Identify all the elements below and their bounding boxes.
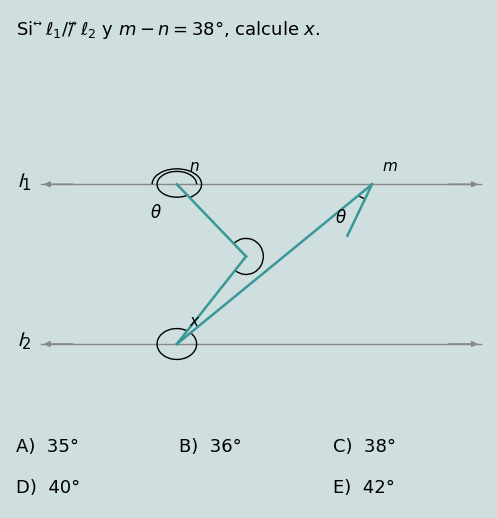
Text: $x$: $x$ (189, 314, 201, 329)
Text: $n$: $n$ (189, 160, 200, 175)
Text: $\mathcal{l}_2$: $\mathcal{l}_2$ (17, 330, 31, 352)
Text: $\theta$: $\theta$ (335, 209, 347, 227)
Text: Si $\overleftrightarrow{\ell}_1$//$\overleftrightarrow{\ell}_2$ y $m-n=38°$, cal: Si $\overleftrightarrow{\ell}_1$//$\over… (16, 19, 321, 41)
Text: $m$: $m$ (382, 160, 398, 175)
Text: $\theta$: $\theta$ (150, 204, 162, 222)
Text: $\mathcal{l}_1$: $\mathcal{l}_1$ (17, 171, 31, 193)
Text: A)  35°: A) 35° (16, 438, 79, 456)
Text: E)  42°: E) 42° (332, 480, 395, 497)
Text: D)  40°: D) 40° (16, 480, 81, 497)
Text: B)  36°: B) 36° (179, 438, 242, 456)
Text: C)  38°: C) 38° (332, 438, 396, 456)
